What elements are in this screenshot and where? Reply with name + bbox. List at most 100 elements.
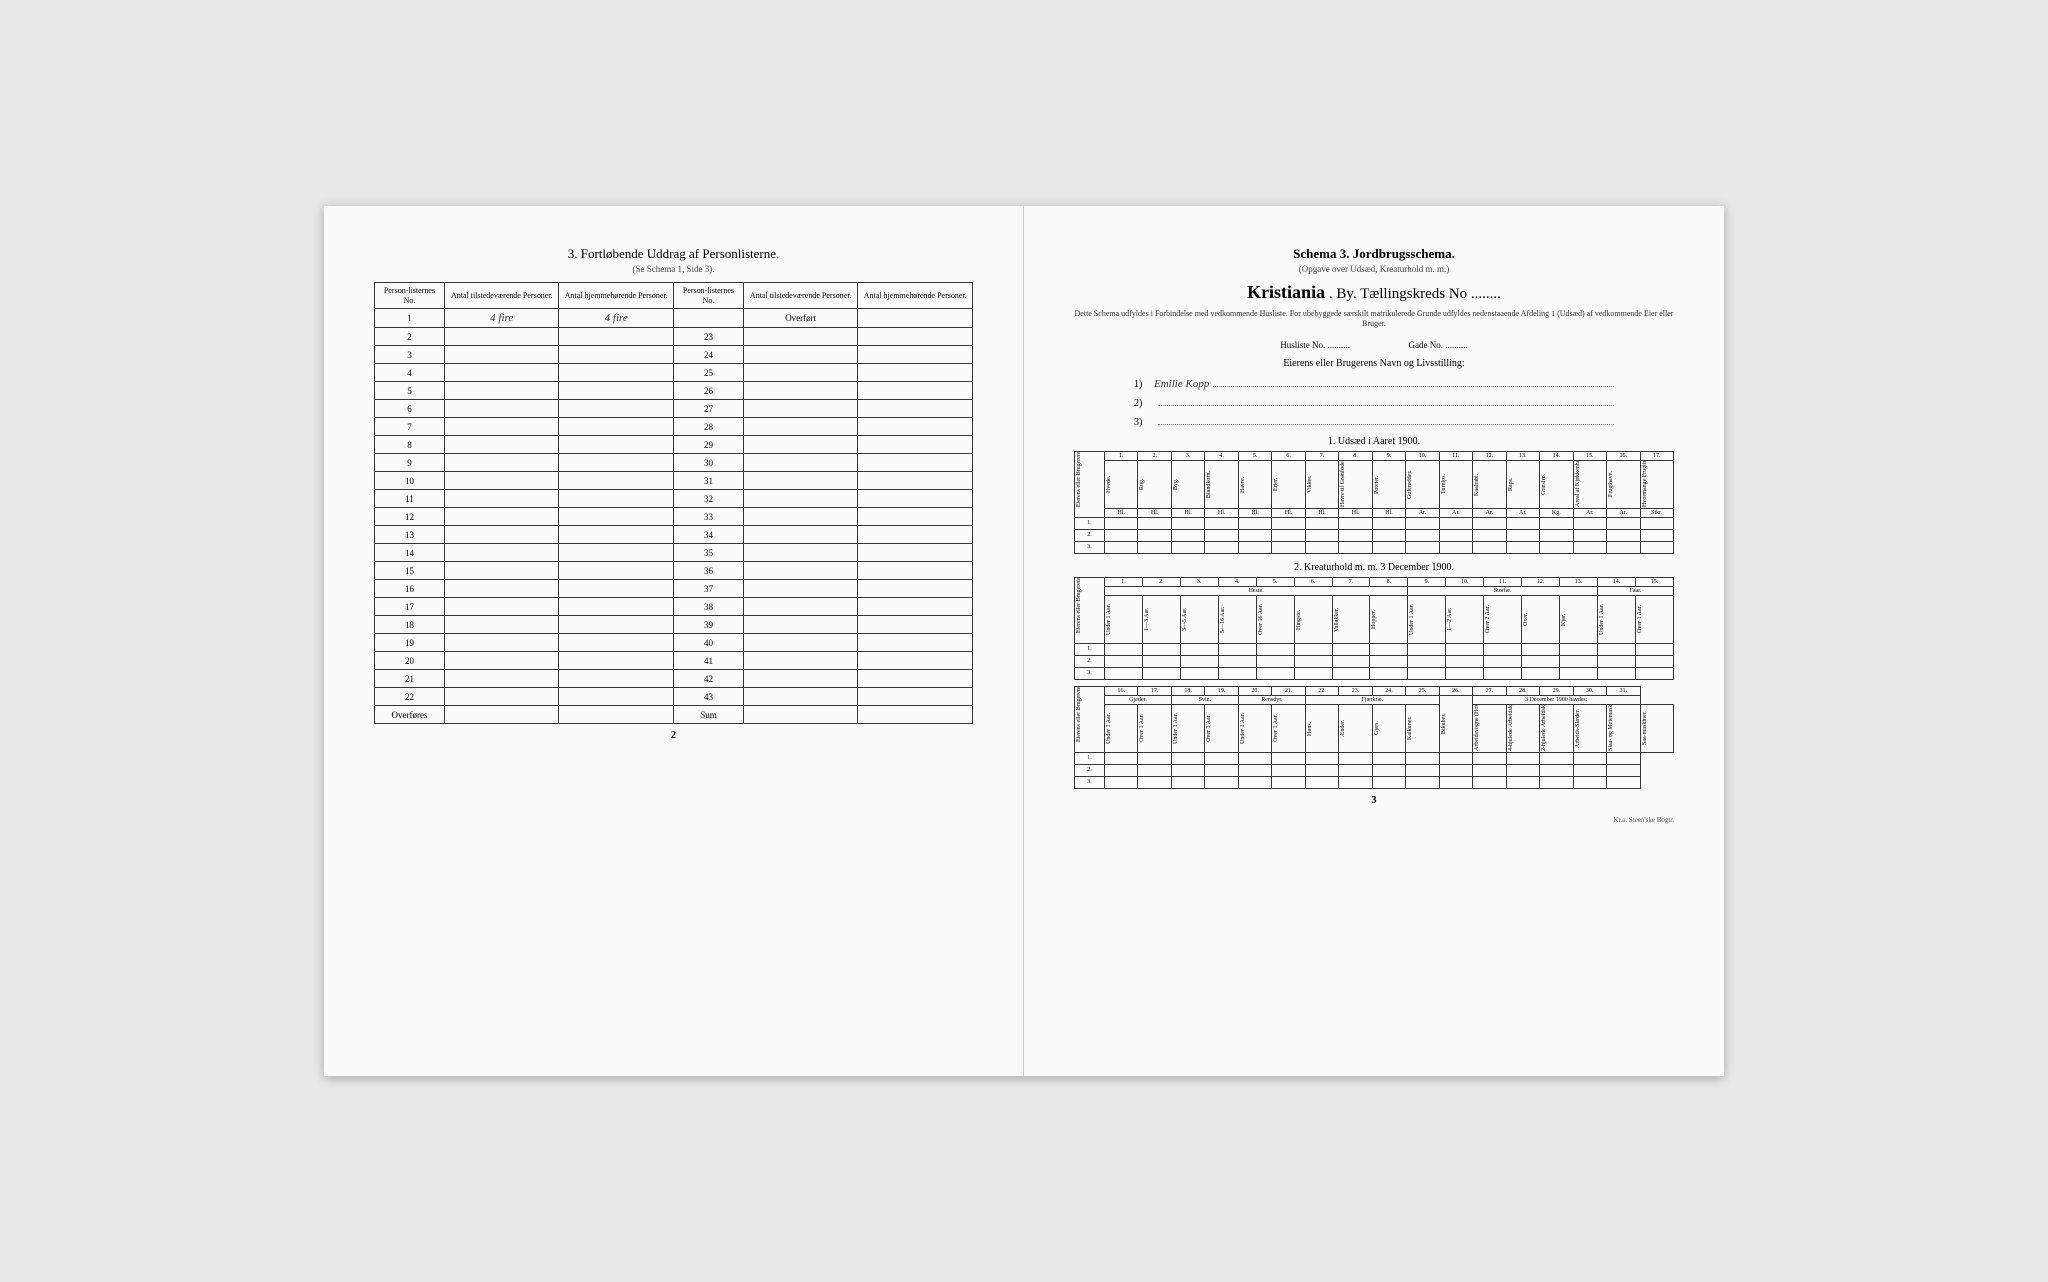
cell	[858, 454, 973, 472]
cell	[444, 490, 559, 508]
right-page: Schema 3. Jordbrugsschema. (Opgave over …	[1024, 206, 1724, 1076]
th-col4: Person-listernes No.	[673, 283, 743, 309]
cell	[858, 670, 973, 688]
row-num: 29	[673, 436, 743, 454]
cell	[444, 382, 559, 400]
cell	[559, 364, 674, 382]
cell	[559, 580, 674, 598]
row-num: 1	[375, 309, 445, 328]
cell	[858, 616, 973, 634]
row-num: 31	[673, 472, 743, 490]
husliste-label: Husliste No. ..........	[1280, 340, 1350, 350]
row-num: 5	[375, 382, 445, 400]
row-num: 8	[375, 436, 445, 454]
cell	[444, 436, 559, 454]
section1-title: 1. Udsæd i Aaret 1900.	[1074, 436, 1674, 447]
kreatur-table-b: Eierens eller Brugerens Numer.16.17.18.1…	[1074, 686, 1674, 789]
cell	[858, 508, 973, 526]
cell	[743, 616, 858, 634]
cell	[743, 400, 858, 418]
row-num: 42	[673, 670, 743, 688]
cell	[743, 418, 858, 436]
th-col6: Antal hjemmehørende Personer.	[858, 283, 973, 309]
row-num: 6	[375, 400, 445, 418]
row-num: 15	[375, 562, 445, 580]
th-col1: Person-listernes No.	[375, 283, 445, 309]
left-subtitle: (Se Schema 1, Side 3).	[374, 264, 973, 274]
row-num: 19	[375, 634, 445, 652]
row-num: 26	[673, 382, 743, 400]
cell	[858, 634, 973, 652]
cell	[743, 526, 858, 544]
cell: 4 fire	[559, 309, 674, 328]
cell	[444, 652, 559, 670]
cell	[444, 670, 559, 688]
cell	[444, 508, 559, 526]
cell	[444, 598, 559, 616]
row-num: 32	[673, 490, 743, 508]
cell	[559, 454, 674, 472]
kreatur-table-a: Eierens eller Brugerens Numer.1.2.3.4.5.…	[1074, 577, 1674, 680]
cell	[858, 580, 973, 598]
cell	[858, 562, 973, 580]
cell	[559, 544, 674, 562]
cell	[444, 616, 559, 634]
cell	[559, 472, 674, 490]
row-num: 39	[673, 616, 743, 634]
cell	[559, 490, 674, 508]
right-title: Schema 3. Jordbrugsschema.	[1074, 246, 1674, 262]
cell	[743, 598, 858, 616]
cell	[559, 346, 674, 364]
row-num: 4	[375, 364, 445, 382]
cell	[559, 562, 674, 580]
cell	[743, 652, 858, 670]
left-title: 3. Fortløbende Uddrag af Personlisterne.	[374, 246, 973, 262]
row-num: 11	[375, 490, 445, 508]
cell	[559, 652, 674, 670]
cell	[743, 508, 858, 526]
row-num: 40	[673, 634, 743, 652]
cell	[858, 364, 973, 382]
cell	[743, 382, 858, 400]
row-num: 41	[673, 652, 743, 670]
cell	[858, 652, 973, 670]
cell	[743, 544, 858, 562]
cell	[559, 508, 674, 526]
row-num: 13	[375, 526, 445, 544]
city-name: Kristiania	[1247, 282, 1325, 302]
cell: Overført	[743, 309, 858, 328]
cell	[559, 526, 674, 544]
cell	[559, 382, 674, 400]
row-num: 3	[375, 346, 445, 364]
th-col5: Antal tilstedeværende Personer.	[743, 283, 858, 309]
row-num: 7	[375, 418, 445, 436]
row-num: 28	[673, 418, 743, 436]
cell	[559, 400, 674, 418]
owner-line-3: 3)	[1074, 413, 1674, 428]
cell	[858, 598, 973, 616]
row-num: 9	[375, 454, 445, 472]
cell	[858, 490, 973, 508]
cell	[743, 562, 858, 580]
cell	[559, 616, 674, 634]
right-page-num: 3	[1074, 795, 1674, 806]
footer-note: Kr.a. Steen'ske Bogtr.	[1074, 816, 1674, 824]
row-num: 2	[375, 328, 445, 346]
cell	[858, 400, 973, 418]
cell	[444, 634, 559, 652]
cell	[559, 418, 674, 436]
cell	[444, 580, 559, 598]
description: Dette Schema udfyldes i Forbindelse med …	[1074, 309, 1674, 330]
row-num: 21	[375, 670, 445, 688]
row-num: 23	[673, 328, 743, 346]
cell: 4 fire	[444, 309, 559, 328]
owner-1-value: Emilie Kopp	[1154, 378, 1209, 390]
cell	[559, 670, 674, 688]
cell	[559, 688, 674, 706]
row-num: 30	[673, 454, 743, 472]
cell	[858, 346, 973, 364]
cell	[444, 418, 559, 436]
row-num: 17	[375, 598, 445, 616]
cell	[858, 382, 973, 400]
cell	[444, 364, 559, 382]
